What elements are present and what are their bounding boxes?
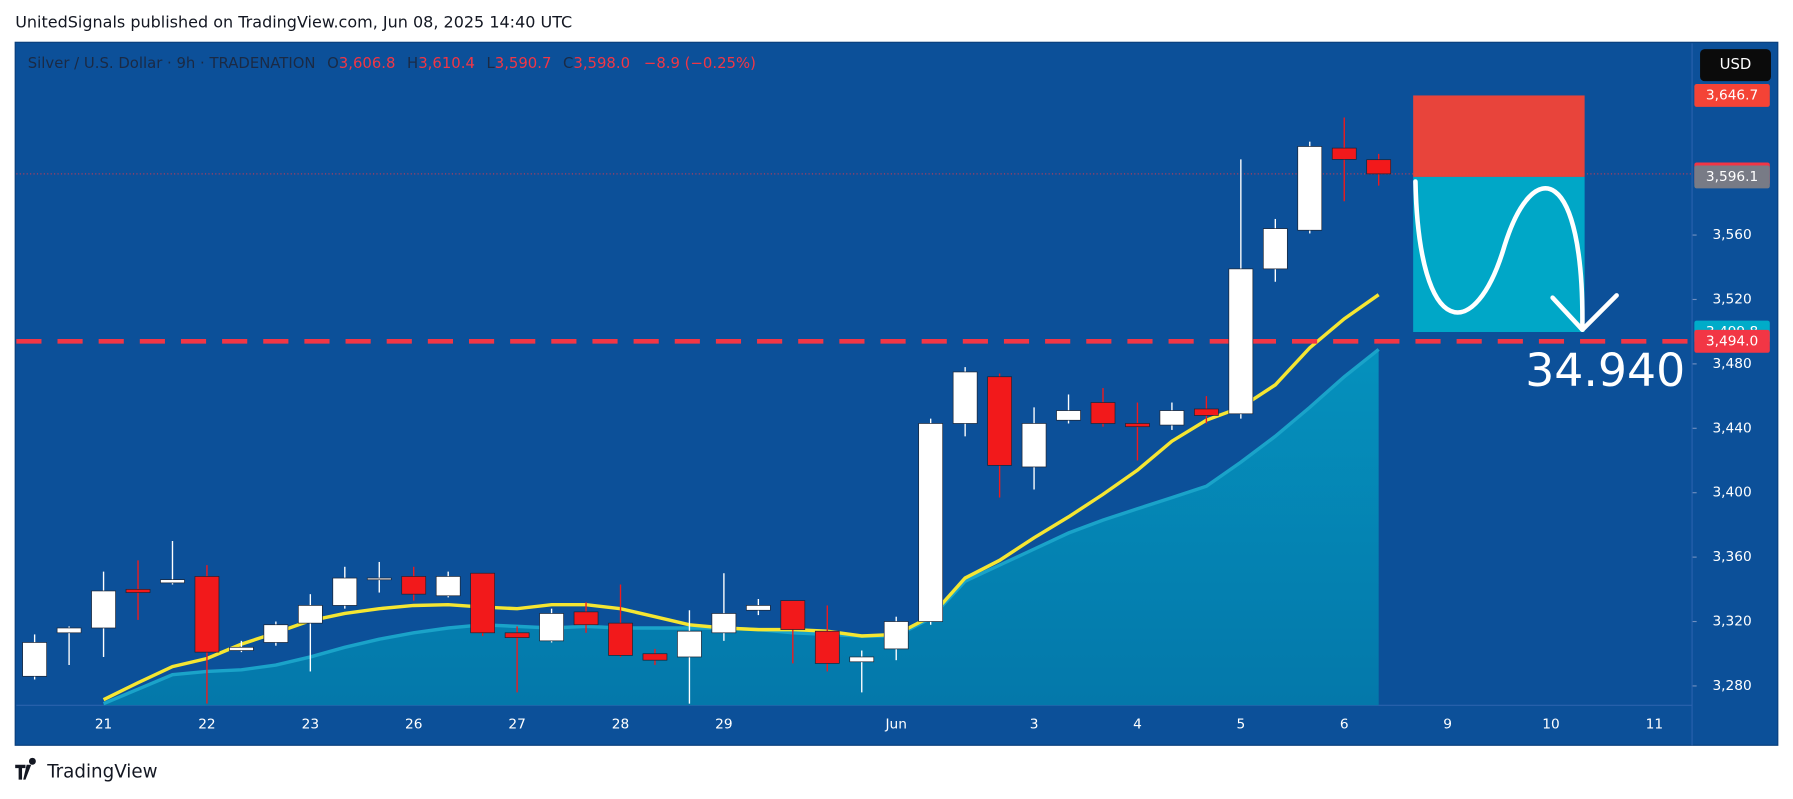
candle-body xyxy=(263,624,289,643)
candle-body xyxy=(91,590,116,629)
stop-label: 3,646.7 xyxy=(1706,87,1758,103)
candle-body xyxy=(504,632,530,638)
candle-body xyxy=(1262,228,1288,270)
candle-body xyxy=(229,646,254,651)
candle-body xyxy=(435,576,461,597)
candle-body xyxy=(1021,423,1047,468)
candle-body xyxy=(1090,402,1116,424)
x-tick-label: 6 xyxy=(1340,717,1349,733)
candle-body xyxy=(401,576,427,595)
stop-tag xyxy=(1694,84,1770,107)
candle-body xyxy=(642,653,668,661)
x-tick-label: 9 xyxy=(1443,717,1452,733)
o-value: 3,606.8 xyxy=(339,54,396,72)
brand: TradingView xyxy=(46,762,157,783)
candle-body xyxy=(1056,410,1081,421)
legend-header: Silver / U.S. Dollar · 9h · TRADENATION … xyxy=(28,54,756,72)
candle-body xyxy=(1366,159,1392,175)
candle-body xyxy=(1331,147,1357,160)
currency-label[interactable]: USD xyxy=(1720,55,1752,73)
x-tick-label: 21 xyxy=(95,717,112,733)
candle-body xyxy=(849,656,875,663)
y-tick-label: 3,440 xyxy=(1712,420,1751,436)
y-tick-label: 3,280 xyxy=(1712,678,1751,694)
level-tag xyxy=(1694,329,1770,353)
candle-body xyxy=(366,577,392,581)
level-label: 3,494.0 xyxy=(1706,333,1758,349)
candle-body xyxy=(883,621,909,650)
candle-body xyxy=(1194,408,1219,416)
area-fill xyxy=(103,349,1379,706)
currency-button[interactable] xyxy=(1700,49,1771,82)
y-tick-label: 3,480 xyxy=(1712,356,1751,372)
candle-body xyxy=(297,605,323,624)
candle-body xyxy=(573,611,599,626)
stop-zone xyxy=(1413,95,1585,177)
candle-body xyxy=(470,572,495,634)
l-key: L xyxy=(486,54,495,72)
arrow-head xyxy=(1550,293,1619,333)
x-tick-label: 11 xyxy=(1646,717,1663,733)
x-tick-label: 23 xyxy=(302,717,319,733)
c-key: C xyxy=(563,54,573,72)
y-tick-label: 3,560 xyxy=(1712,227,1751,243)
change: −8.9 (−0.25%) xyxy=(644,54,756,72)
x-tick-label: 10 xyxy=(1542,717,1559,733)
x-tick-label: 28 xyxy=(612,717,629,733)
candle-body xyxy=(22,642,47,677)
x-tick-label: 29 xyxy=(715,717,732,733)
candle-body xyxy=(160,579,185,584)
x-tick-label: 3 xyxy=(1030,717,1039,733)
x-tick-label: 26 xyxy=(405,717,422,733)
candle-body xyxy=(194,576,220,653)
entry-tag xyxy=(1694,165,1770,189)
candle-body xyxy=(1297,146,1323,231)
symbol: Silver / U.S. Dollar · 9h · TRADENATION xyxy=(28,54,316,72)
candle-body xyxy=(814,630,840,664)
candle-body xyxy=(952,371,978,424)
x-tick-label: 27 xyxy=(508,717,525,733)
candle-body xyxy=(746,605,771,611)
candle-body xyxy=(677,630,702,658)
forecast-arrow xyxy=(1413,179,1585,333)
l-value: 3,590.7 xyxy=(495,54,552,72)
h-key: H xyxy=(407,54,418,72)
caption: UnitedSignals published on TradingView.c… xyxy=(15,12,572,31)
candle-body xyxy=(918,423,944,622)
brand-logo xyxy=(15,757,36,780)
plot: 3,280 3,320 3,360 3,400 3,440 3,480 3,520 3,560… xyxy=(16,43,1770,746)
y-tick-label: 3,520 xyxy=(1712,291,1751,307)
candle-body xyxy=(711,613,737,634)
candle-body xyxy=(539,613,564,642)
candle-body xyxy=(1125,423,1150,428)
y-tick-label: 3,400 xyxy=(1712,485,1751,501)
candle-body xyxy=(780,600,806,630)
candle-body xyxy=(332,577,358,606)
candle-body xyxy=(1228,268,1254,415)
o-key: O xyxy=(327,54,339,72)
target-zone xyxy=(1413,176,1585,333)
y-tick-label: 3,360 xyxy=(1712,549,1751,565)
candle-body xyxy=(56,627,82,634)
x-tick-label: Jun xyxy=(885,717,907,733)
candle-body xyxy=(125,588,151,593)
x-tick-label: 5 xyxy=(1236,717,1245,733)
y-tick-label: 3,320 xyxy=(1712,614,1751,630)
annotation: 34.940 xyxy=(1525,344,1685,397)
candle-body xyxy=(608,622,633,656)
x-tick-label: 4 xyxy=(1133,717,1142,733)
entry-label: 3,596.1 xyxy=(1706,169,1758,185)
candle-body xyxy=(987,376,1012,466)
x-tick-label: 22 xyxy=(198,717,215,733)
c-value: 3,598.0 xyxy=(573,54,630,72)
h-value: 3,610.4 xyxy=(418,54,475,72)
candle-body xyxy=(1159,410,1185,426)
